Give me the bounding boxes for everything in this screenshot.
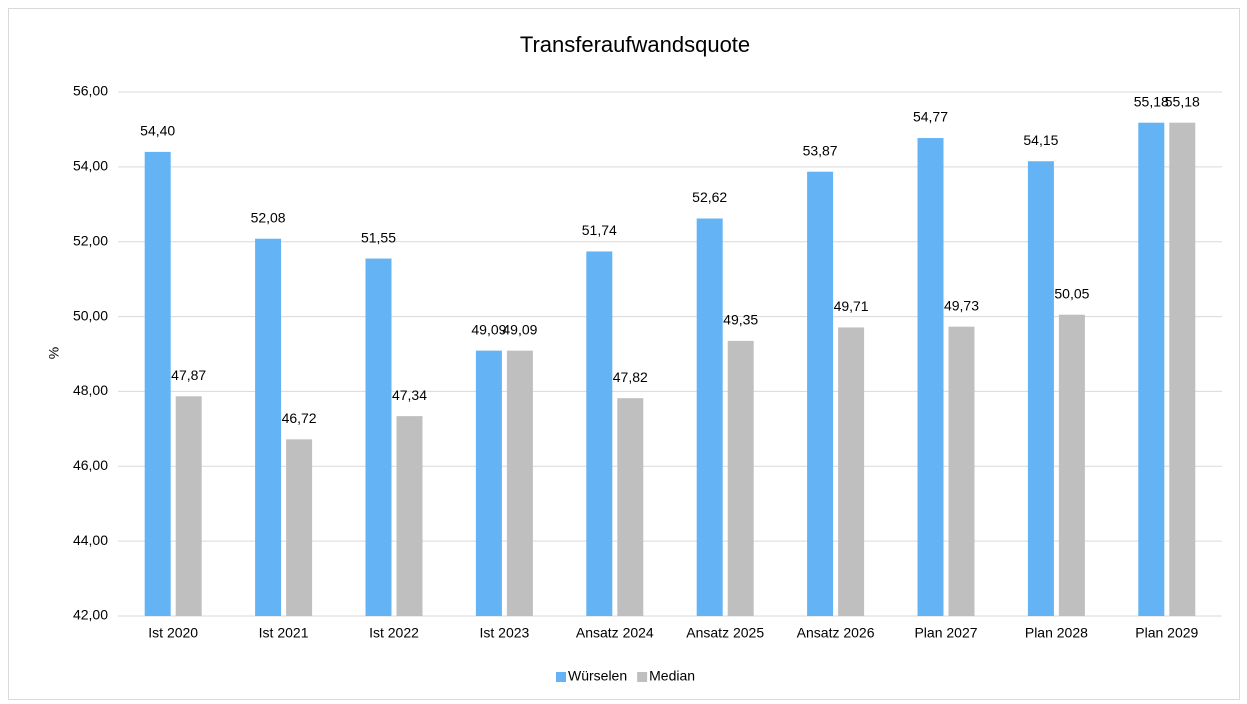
bar bbox=[175, 396, 202, 616]
bar bbox=[365, 258, 392, 616]
bar bbox=[1027, 161, 1054, 616]
bar bbox=[617, 398, 644, 616]
y-tick-label: 48,00 bbox=[73, 382, 108, 398]
bar bbox=[1169, 122, 1196, 616]
y-tick-label: 54,00 bbox=[73, 158, 108, 174]
bar bbox=[1138, 122, 1165, 616]
bar bbox=[696, 218, 723, 616]
data-label: 53,87 bbox=[803, 142, 838, 158]
bar bbox=[144, 151, 171, 616]
data-label: 46,72 bbox=[282, 410, 317, 426]
x-tick-label: Ist 2022 bbox=[369, 625, 419, 641]
data-label: 55,18 bbox=[1134, 93, 1169, 109]
y-tick-label: 56,00 bbox=[73, 83, 108, 99]
x-tick-label: Ist 2023 bbox=[479, 625, 529, 641]
bar bbox=[255, 238, 282, 616]
data-label: 52,62 bbox=[692, 189, 727, 205]
x-tick-label: Ist 2020 bbox=[148, 625, 198, 641]
legend-label: Median bbox=[649, 668, 695, 684]
y-tick-label: 42,00 bbox=[73, 607, 108, 623]
data-label: 52,08 bbox=[251, 209, 286, 225]
data-label: 47,34 bbox=[392, 387, 427, 403]
data-label: 49,73 bbox=[944, 297, 979, 313]
x-tick-label: Ansatz 2024 bbox=[576, 625, 654, 641]
y-tick-label: 52,00 bbox=[73, 232, 108, 248]
x-tick-label: Plan 2028 bbox=[1025, 625, 1088, 641]
x-tick-label: Ist 2021 bbox=[259, 625, 309, 641]
y-tick-label: 46,00 bbox=[73, 457, 108, 473]
bar bbox=[727, 340, 754, 616]
data-label: 49,35 bbox=[723, 312, 758, 328]
bar bbox=[475, 350, 502, 616]
x-tick-label: Ansatz 2025 bbox=[686, 625, 764, 641]
bar bbox=[286, 439, 313, 616]
data-label: 51,74 bbox=[582, 222, 617, 238]
x-tick-label: Ansatz 2026 bbox=[797, 625, 875, 641]
bar bbox=[1058, 314, 1085, 616]
data-label: 49,71 bbox=[834, 298, 869, 314]
data-label: 50,05 bbox=[1054, 285, 1089, 301]
bar bbox=[396, 416, 423, 616]
data-label: 47,82 bbox=[613, 369, 648, 385]
legend-swatch bbox=[556, 672, 566, 682]
bar bbox=[586, 251, 613, 616]
chart-title: Transferaufwandsquote bbox=[520, 32, 750, 57]
legend-label: Würselen bbox=[568, 668, 627, 684]
data-label: 49,09 bbox=[502, 321, 537, 337]
data-label: 55,18 bbox=[1165, 93, 1200, 109]
data-label: 54,15 bbox=[1023, 132, 1058, 148]
y-tick-label: 44,00 bbox=[73, 532, 108, 548]
y-axis-label: % bbox=[46, 347, 62, 359]
data-label: 51,55 bbox=[361, 229, 396, 245]
y-tick-label: 50,00 bbox=[73, 307, 108, 323]
legend-swatch bbox=[637, 672, 648, 682]
bar bbox=[838, 327, 865, 616]
bar bbox=[948, 326, 975, 616]
bar bbox=[807, 171, 834, 617]
bar bbox=[917, 138, 944, 616]
bar bbox=[506, 350, 533, 616]
data-label: 54,40 bbox=[140, 123, 175, 139]
x-tick-label: Plan 2029 bbox=[1135, 625, 1198, 641]
data-label: 54,77 bbox=[913, 109, 948, 125]
x-tick-label: Plan 2027 bbox=[914, 625, 977, 641]
data-label: 49,09 bbox=[471, 321, 506, 337]
data-label: 47,87 bbox=[171, 367, 206, 383]
